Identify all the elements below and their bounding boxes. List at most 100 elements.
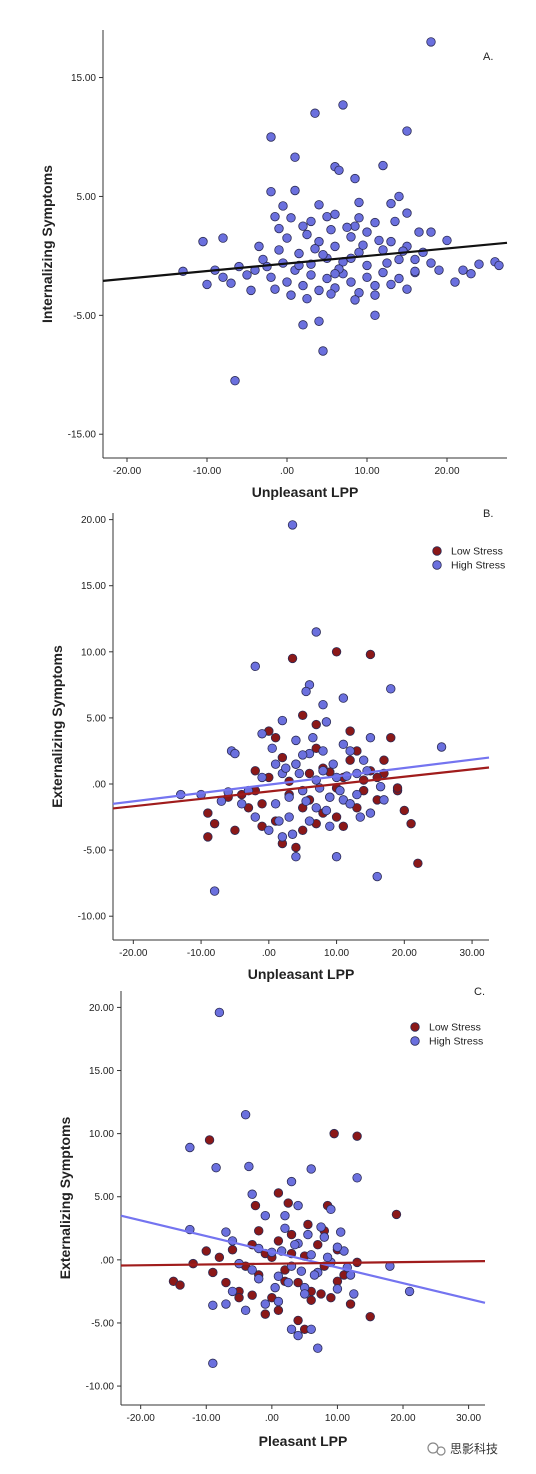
data-point xyxy=(378,267,388,278)
data-point xyxy=(311,627,321,637)
data-point xyxy=(325,792,335,802)
data-point xyxy=(266,272,276,282)
data-point xyxy=(330,241,340,252)
data-point xyxy=(221,1227,231,1237)
x-axis-title: Unpleasant LPP xyxy=(252,484,359,500)
data-point xyxy=(286,1324,297,1334)
data-point xyxy=(298,280,308,291)
data-point xyxy=(257,729,267,739)
data-point xyxy=(386,198,396,209)
data-point xyxy=(216,796,227,806)
fit-line xyxy=(102,241,508,282)
data-point xyxy=(282,233,292,243)
data-point xyxy=(230,376,240,386)
data-point xyxy=(293,1315,303,1326)
watermark-text: 思影科技 xyxy=(450,1442,498,1456)
data-point xyxy=(291,852,301,862)
data-point xyxy=(201,1246,211,1256)
data-point xyxy=(410,254,420,265)
data-point xyxy=(270,284,280,294)
data-point xyxy=(374,235,384,246)
data-point xyxy=(466,269,476,279)
data-point xyxy=(287,653,298,664)
data-point xyxy=(242,270,252,280)
data-point xyxy=(338,821,349,832)
data-point xyxy=(365,1311,375,1322)
data-point xyxy=(218,272,228,282)
data-point xyxy=(290,152,300,162)
data-point xyxy=(311,803,321,813)
data-point xyxy=(286,1229,297,1240)
data-point xyxy=(352,1173,362,1183)
legend-label: High Stress xyxy=(451,560,505,572)
data-point xyxy=(365,808,376,818)
data-point xyxy=(277,752,288,763)
data-point xyxy=(293,1277,303,1288)
data-point xyxy=(426,227,436,237)
data-point xyxy=(335,785,345,796)
data-point xyxy=(352,1131,362,1141)
data-point xyxy=(280,1223,290,1233)
data-point xyxy=(208,1358,218,1369)
data-point xyxy=(345,1299,356,1309)
data-point xyxy=(306,270,316,280)
data-point xyxy=(310,244,320,254)
data-point xyxy=(282,277,292,287)
data-point xyxy=(402,284,412,294)
data-point xyxy=(398,246,408,256)
data-point xyxy=(202,279,212,290)
data-point xyxy=(494,260,504,271)
data-point xyxy=(310,108,320,118)
data-point xyxy=(322,211,332,222)
x-tick-label: 30.00 xyxy=(460,948,485,959)
y-tick-label: 5.00 xyxy=(77,192,97,203)
data-point xyxy=(379,795,389,805)
y-tick-label: 20.00 xyxy=(89,1003,114,1014)
y-tick-label: 15.00 xyxy=(81,581,106,592)
data-point xyxy=(250,661,260,672)
data-point xyxy=(274,223,284,234)
data-point xyxy=(350,295,360,305)
y-tick-label: 5.00 xyxy=(95,1192,115,1203)
x-tick-label: -10.00 xyxy=(192,1413,221,1424)
data-point xyxy=(314,285,324,296)
data-point xyxy=(308,733,318,743)
data-point xyxy=(326,289,336,299)
data-point xyxy=(414,227,424,237)
x-tick-label: -20.00 xyxy=(119,948,148,959)
data-point xyxy=(306,1295,316,1305)
data-point xyxy=(331,852,342,862)
data-point xyxy=(386,733,396,743)
data-point xyxy=(278,201,288,211)
data-point xyxy=(354,288,364,298)
data-point xyxy=(264,825,274,835)
x-axis-title: Unpleasant LPP xyxy=(248,966,355,982)
data-point xyxy=(291,735,301,746)
data-point xyxy=(318,699,328,710)
y-tick-label: -5.00 xyxy=(83,846,106,857)
data-point xyxy=(240,1109,251,1120)
data-point xyxy=(297,710,308,720)
data-point xyxy=(332,1242,343,1252)
data-point xyxy=(304,816,315,826)
data-point xyxy=(321,717,332,727)
data-point xyxy=(426,258,436,268)
data-point xyxy=(260,1299,270,1309)
data-point xyxy=(293,1330,303,1341)
fit-line xyxy=(120,1214,486,1304)
y-tick-label: 10.00 xyxy=(89,1129,114,1140)
data-point xyxy=(208,1300,218,1310)
data-point xyxy=(297,750,308,760)
legend-label: Low Stress xyxy=(451,546,503,558)
y-tick-label: 5.00 xyxy=(87,713,107,724)
data-point xyxy=(345,755,355,765)
data-point xyxy=(319,1232,330,1242)
data-point xyxy=(267,743,277,754)
data-point xyxy=(273,1271,284,1281)
data-point xyxy=(355,812,365,822)
y-tick-label: -10.00 xyxy=(86,1382,115,1393)
data-point xyxy=(294,248,304,259)
data-point xyxy=(234,1293,244,1303)
data-point xyxy=(321,805,332,816)
